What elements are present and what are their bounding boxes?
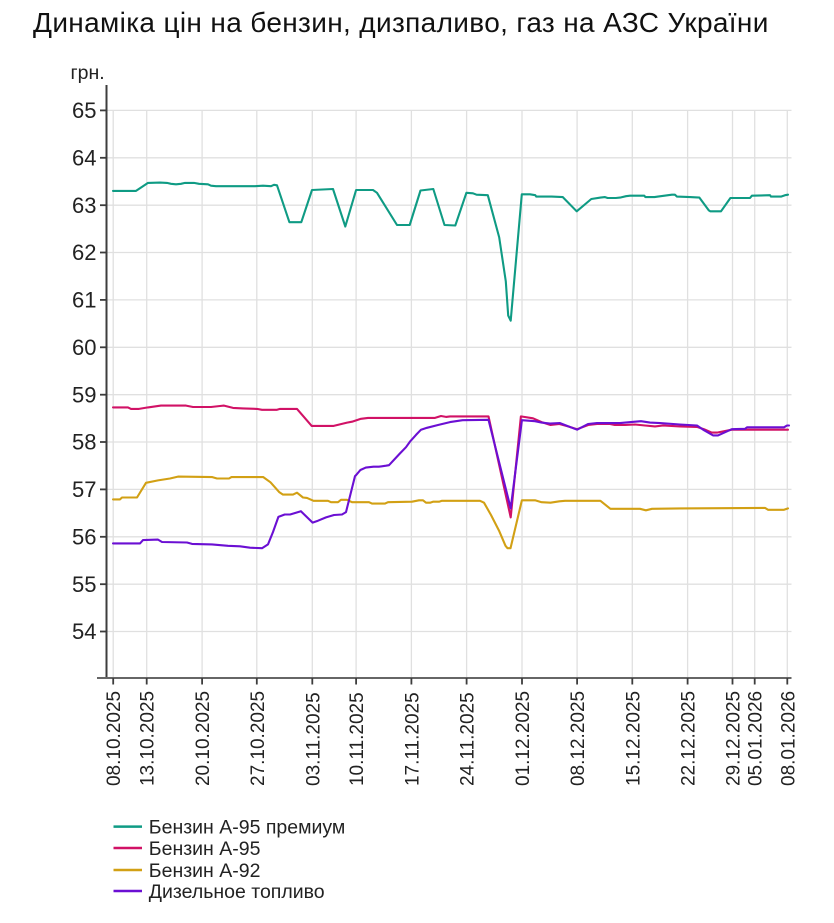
svg-text:01.12.2025: 01.12.2025 — [513, 691, 534, 786]
svg-text:08.10.2025: 08.10.2025 — [104, 691, 125, 786]
svg-text:56: 56 — [72, 525, 96, 550]
svg-text:65: 65 — [72, 98, 96, 123]
svg-text:08.01.2026: 08.01.2026 — [778, 691, 799, 786]
svg-text:60: 60 — [72, 335, 96, 360]
svg-text:29.12.2025: 29.12.2025 — [724, 691, 745, 786]
svg-text:грн.: грн. — [71, 62, 105, 84]
svg-text:05.01.2026: 05.01.2026 — [746, 691, 767, 786]
svg-text:63: 63 — [72, 193, 96, 218]
svg-text:13.10.2025: 13.10.2025 — [138, 691, 159, 786]
svg-text:57: 57 — [72, 477, 96, 502]
svg-text:62: 62 — [72, 240, 96, 265]
svg-text:54: 54 — [72, 619, 96, 644]
svg-text:24.11.2025: 24.11.2025 — [458, 692, 479, 786]
svg-text:03.11.2025: 03.11.2025 — [303, 692, 324, 786]
svg-text:58: 58 — [72, 430, 96, 455]
svg-text:Динаміка цін на бензин, дизпал: Динаміка цін на бензин, дизпаливо, газ н… — [33, 7, 769, 38]
svg-text:61: 61 — [72, 288, 96, 313]
svg-text:27.10.2025: 27.10.2025 — [248, 691, 269, 786]
svg-text:55: 55 — [72, 572, 96, 597]
svg-text:Бензин А-95: Бензин А-95 — [149, 838, 261, 860]
svg-text:59: 59 — [72, 382, 96, 407]
svg-text:Дизельное топливо: Дизельное топливо — [149, 881, 325, 903]
svg-text:15.12.2025: 15.12.2025 — [623, 691, 644, 786]
svg-text:22.12.2025: 22.12.2025 — [679, 691, 700, 786]
svg-text:Бензин А-92: Бензин А-92 — [149, 860, 261, 882]
svg-text:Бензин А-95 премиум: Бензин А-95 премиум — [149, 816, 346, 838]
svg-text:10.11.2025: 10.11.2025 — [347, 692, 368, 786]
svg-text:17.11.2025: 17.11.2025 — [402, 692, 423, 786]
svg-text:08.12.2025: 08.12.2025 — [568, 691, 589, 786]
svg-text:20.10.2025: 20.10.2025 — [193, 691, 214, 786]
svg-text:64: 64 — [72, 146, 96, 171]
